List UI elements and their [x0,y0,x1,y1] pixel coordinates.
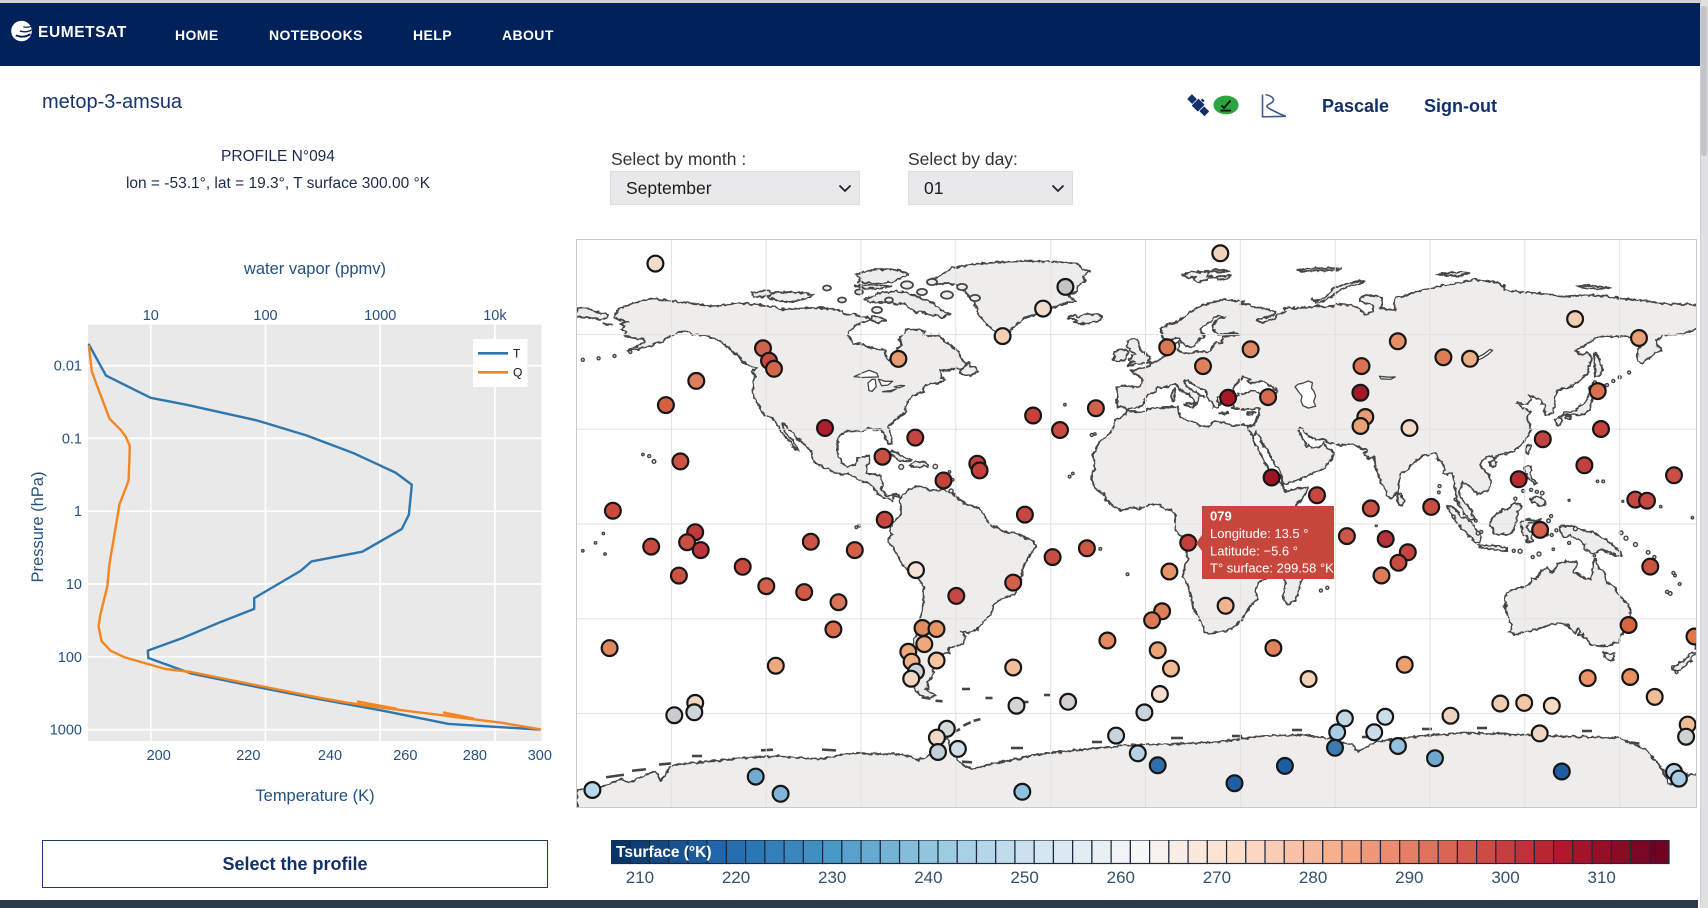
svg-text:280: 280 [1299,868,1327,887]
svg-text:260: 260 [393,748,417,764]
svg-text:water vapor (ppmv): water vapor (ppmv) [243,260,386,278]
svg-text:Pressure (hPa): Pressure (hPa) [29,472,47,583]
svg-text:310: 310 [1588,868,1616,887]
svg-text:100: 100 [253,308,277,324]
svg-text:1000: 1000 [50,723,82,739]
svg-text:Tsurface (°K): Tsurface (°K) [616,844,711,861]
svg-text:T: T [513,347,521,361]
svg-text:Temperature (K): Temperature (K) [255,787,374,805]
svg-text:Q: Q [513,366,522,380]
svg-text:10k: 10k [483,308,507,324]
svg-text:300: 300 [528,748,552,764]
svg-text:0.01: 0.01 [54,359,82,375]
svg-text:210: 210 [626,868,654,887]
svg-text:079: 079 [1210,509,1232,524]
svg-text:T° surface: 299.58 °K: T° surface: 299.58 °K [1210,561,1334,576]
svg-text:1: 1 [74,504,82,520]
svg-text:220: 220 [722,868,750,887]
svg-text:220: 220 [236,748,260,764]
svg-text:240: 240 [318,748,342,764]
svg-text:280: 280 [463,748,487,764]
svg-text:250: 250 [1010,868,1038,887]
svg-text:300: 300 [1491,868,1519,887]
svg-text:260: 260 [1107,868,1135,887]
svg-text:270: 270 [1203,868,1231,887]
svg-text:200: 200 [147,748,171,764]
svg-text:100: 100 [58,650,82,666]
svg-text:240: 240 [914,868,942,887]
svg-text:230: 230 [818,868,846,887]
svg-text:Longitude: 13.5 °: Longitude: 13.5 ° [1210,526,1308,541]
svg-text:Latitude: −5.6 °: Latitude: −5.6 ° [1210,544,1298,559]
svg-text:290: 290 [1395,868,1423,887]
svg-text:10: 10 [66,577,82,593]
svg-text:10: 10 [143,308,159,324]
svg-text:1000: 1000 [364,308,396,324]
svg-text:0.1: 0.1 [62,431,82,447]
